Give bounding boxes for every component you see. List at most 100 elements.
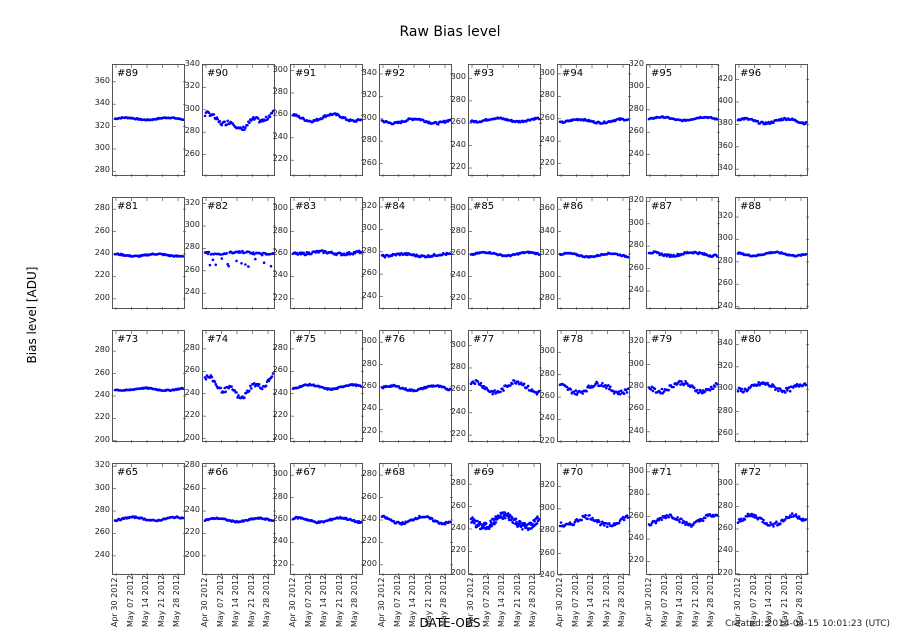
x-tick-label: May 07 2012	[215, 574, 225, 627]
y-tick-label: 320	[94, 120, 110, 130]
y-tick-label: 280	[361, 245, 377, 255]
y-tick-label: 240	[450, 270, 466, 280]
y-tick-label: 300	[361, 336, 377, 346]
y-tick-label: 240	[450, 139, 466, 149]
y-tick-label: 320	[539, 480, 555, 490]
y-tick-label: 280	[539, 525, 555, 535]
x-tick-label: May 28 2012	[617, 574, 626, 627]
y-tick-label: 300	[450, 203, 466, 213]
y-tick-label: 240	[717, 545, 733, 555]
y-tick-label: 280	[717, 405, 733, 415]
y-tick-label: 240	[539, 135, 555, 145]
y-tick-label: 240	[450, 406, 466, 416]
y-tick-label: 320	[539, 248, 555, 257]
x-tick-label: Apr 30 2012	[110, 577, 119, 627]
y-tick-label: 260	[450, 117, 466, 127]
x-tick-label: Apr 30 2012	[733, 577, 742, 627]
y-tick-label: 320	[184, 81, 200, 91]
y-tick-label: 260	[361, 268, 377, 278]
y-tick-label: 240	[272, 270, 288, 280]
y-tick-label: 280	[272, 87, 288, 96]
x-tick-label: Apr 30 2012	[200, 577, 209, 627]
x-tick-label: May 21 2012	[246, 574, 256, 627]
y-tick-label: 240	[628, 533, 644, 543]
subplot-label: #91	[295, 68, 317, 79]
y-tick-label: 240	[272, 131, 288, 141]
y-tick-label: 320	[361, 200, 377, 210]
subplot-ccd-93: #93	[468, 64, 542, 177]
subplot-ccd-88: #88	[735, 197, 809, 310]
y-tick-label: 240	[94, 549, 110, 559]
y-tick-label: 260	[450, 384, 466, 394]
y-tick-label: 240	[450, 522, 466, 532]
y-tick-label: 260	[94, 225, 110, 235]
created-timestamp: Created: 2014-04-15 10:01:23 (UTC)	[725, 619, 890, 629]
y-tick-label: 280	[628, 381, 644, 390]
subplot-ccd-72: #72	[735, 463, 809, 576]
y-tick-label: 200	[94, 292, 110, 302]
x-tick-label: May 14 2012	[319, 574, 328, 627]
y-tick-label: 340	[184, 59, 200, 68]
x-tick-label: May 28 2012	[795, 574, 804, 627]
y-tick-label: 320	[628, 195, 644, 205]
y-tick-label: 280	[450, 94, 466, 104]
y-tick-label: 300	[628, 358, 644, 368]
x-tick-label: May 21 2012	[334, 574, 344, 627]
subplot-label: #84	[384, 201, 406, 212]
y-tick-label: 240	[184, 505, 200, 515]
x-tick-label: Apr 30 2012	[288, 577, 297, 627]
subplot-ccd-86: #86	[557, 197, 631, 310]
subplot-label: #74	[207, 334, 229, 345]
subplot-ccd-91: #91	[290, 64, 364, 177]
y-tick-label: 280	[184, 126, 200, 136]
subplot-label: #95	[651, 68, 673, 79]
y-tick-label: 340	[94, 98, 110, 108]
y-tick-label: 300	[272, 469, 288, 479]
y-tick-label: 240	[717, 300, 733, 310]
y-tick-label: 300	[94, 482, 110, 492]
x-tick-label: May 21 2012	[601, 574, 611, 627]
x-tick-label: Apr 30 2012	[466, 577, 475, 627]
y-tick-label: 280	[539, 90, 555, 100]
x-tick-label: May 21 2012	[779, 574, 789, 627]
x-tick-label: May 07 2012	[570, 574, 580, 627]
y-tick-label: 200	[450, 567, 466, 577]
y-tick-label: 240	[184, 287, 200, 297]
y-tick-label: 240	[94, 389, 110, 399]
subplot-ccd-71: #71	[646, 463, 720, 576]
subplot-ccd-68: #68	[379, 463, 453, 576]
y-tick-label: 360	[539, 203, 555, 213]
y-tick-label: 340	[539, 225, 555, 235]
x-tick-label: May 07 2012	[659, 574, 669, 627]
y-tick-label: 300	[450, 339, 466, 349]
y-tick-label: 300	[539, 502, 555, 512]
subplot-label: #77	[473, 334, 495, 345]
x-tick-label: May 21 2012	[423, 574, 433, 627]
y-tick-label: 280	[450, 225, 466, 235]
x-tick-label: May 14 2012	[497, 574, 506, 627]
y-tick-label: 360	[717, 140, 733, 150]
y-axis-label: Bias level [ADU]	[25, 266, 39, 364]
subplot-ccd-69: #69	[468, 463, 542, 576]
subplot-label: #83	[295, 201, 317, 212]
subplot-ccd-70: #70	[557, 463, 631, 576]
y-tick-label: 260	[361, 491, 377, 501]
y-tick-label: 280	[272, 342, 288, 352]
y-tick-label: 260	[94, 367, 110, 377]
subplot-ccd-76: #76	[379, 330, 453, 443]
y-tick-label: 260	[717, 522, 733, 532]
y-tick-label: 280	[717, 255, 733, 265]
x-tick-label: May 28 2012	[528, 574, 537, 627]
y-tick-label: 260	[628, 403, 644, 413]
subplot-ccd-95: #95	[646, 64, 720, 177]
x-tick-label: May 07 2012	[392, 574, 402, 627]
subplot-ccd-67: #67	[290, 463, 364, 576]
x-tick-label: May 07 2012	[125, 574, 135, 627]
y-tick-label: 300	[628, 465, 644, 475]
subplot-label: #82	[207, 201, 229, 212]
y-tick-label: 260	[539, 112, 555, 122]
subplot-ccd-90: #90	[202, 64, 276, 177]
x-tick-label: May 21 2012	[690, 574, 700, 627]
subplot-label: #96	[740, 68, 762, 79]
y-tick-label: 240	[628, 425, 644, 435]
